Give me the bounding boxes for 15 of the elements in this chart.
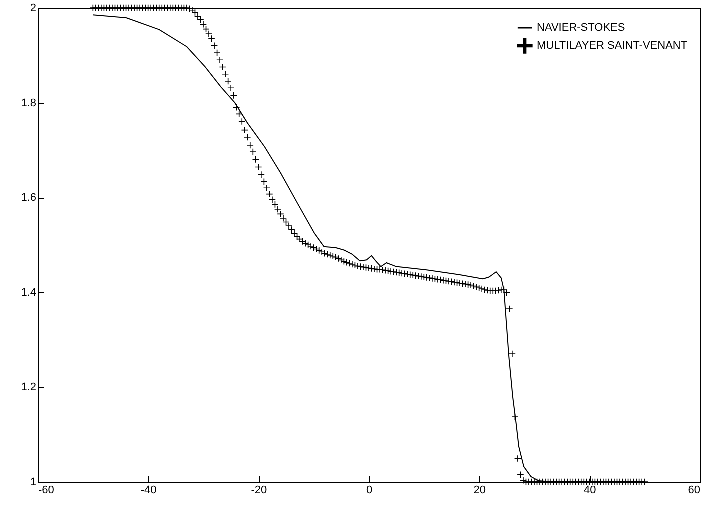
x-tick-label: 60 (688, 484, 700, 496)
y-tick-label: 1.8 (21, 97, 36, 110)
y-tick-label: 1.4 (21, 286, 36, 299)
x-tick-label: 40 (584, 484, 596, 496)
y-tick-label: 1.6 (21, 192, 36, 204)
x-tick-label: -20 (251, 484, 268, 496)
y-tick-label: 1 (30, 476, 36, 488)
y-tick-label: 2 (30, 2, 36, 14)
x-tick-label: 20 (474, 484, 486, 496)
y-tick-label: 1.2 (21, 382, 36, 394)
legend-label: MULTILAYER SAINT-VENANT (537, 40, 688, 52)
legend-label: NAVIER-STOKES (537, 22, 626, 34)
x-tick-label: -40 (140, 484, 157, 496)
x-tick-label: 0 (366, 484, 373, 496)
x-tick-label: -60 (38, 484, 54, 496)
